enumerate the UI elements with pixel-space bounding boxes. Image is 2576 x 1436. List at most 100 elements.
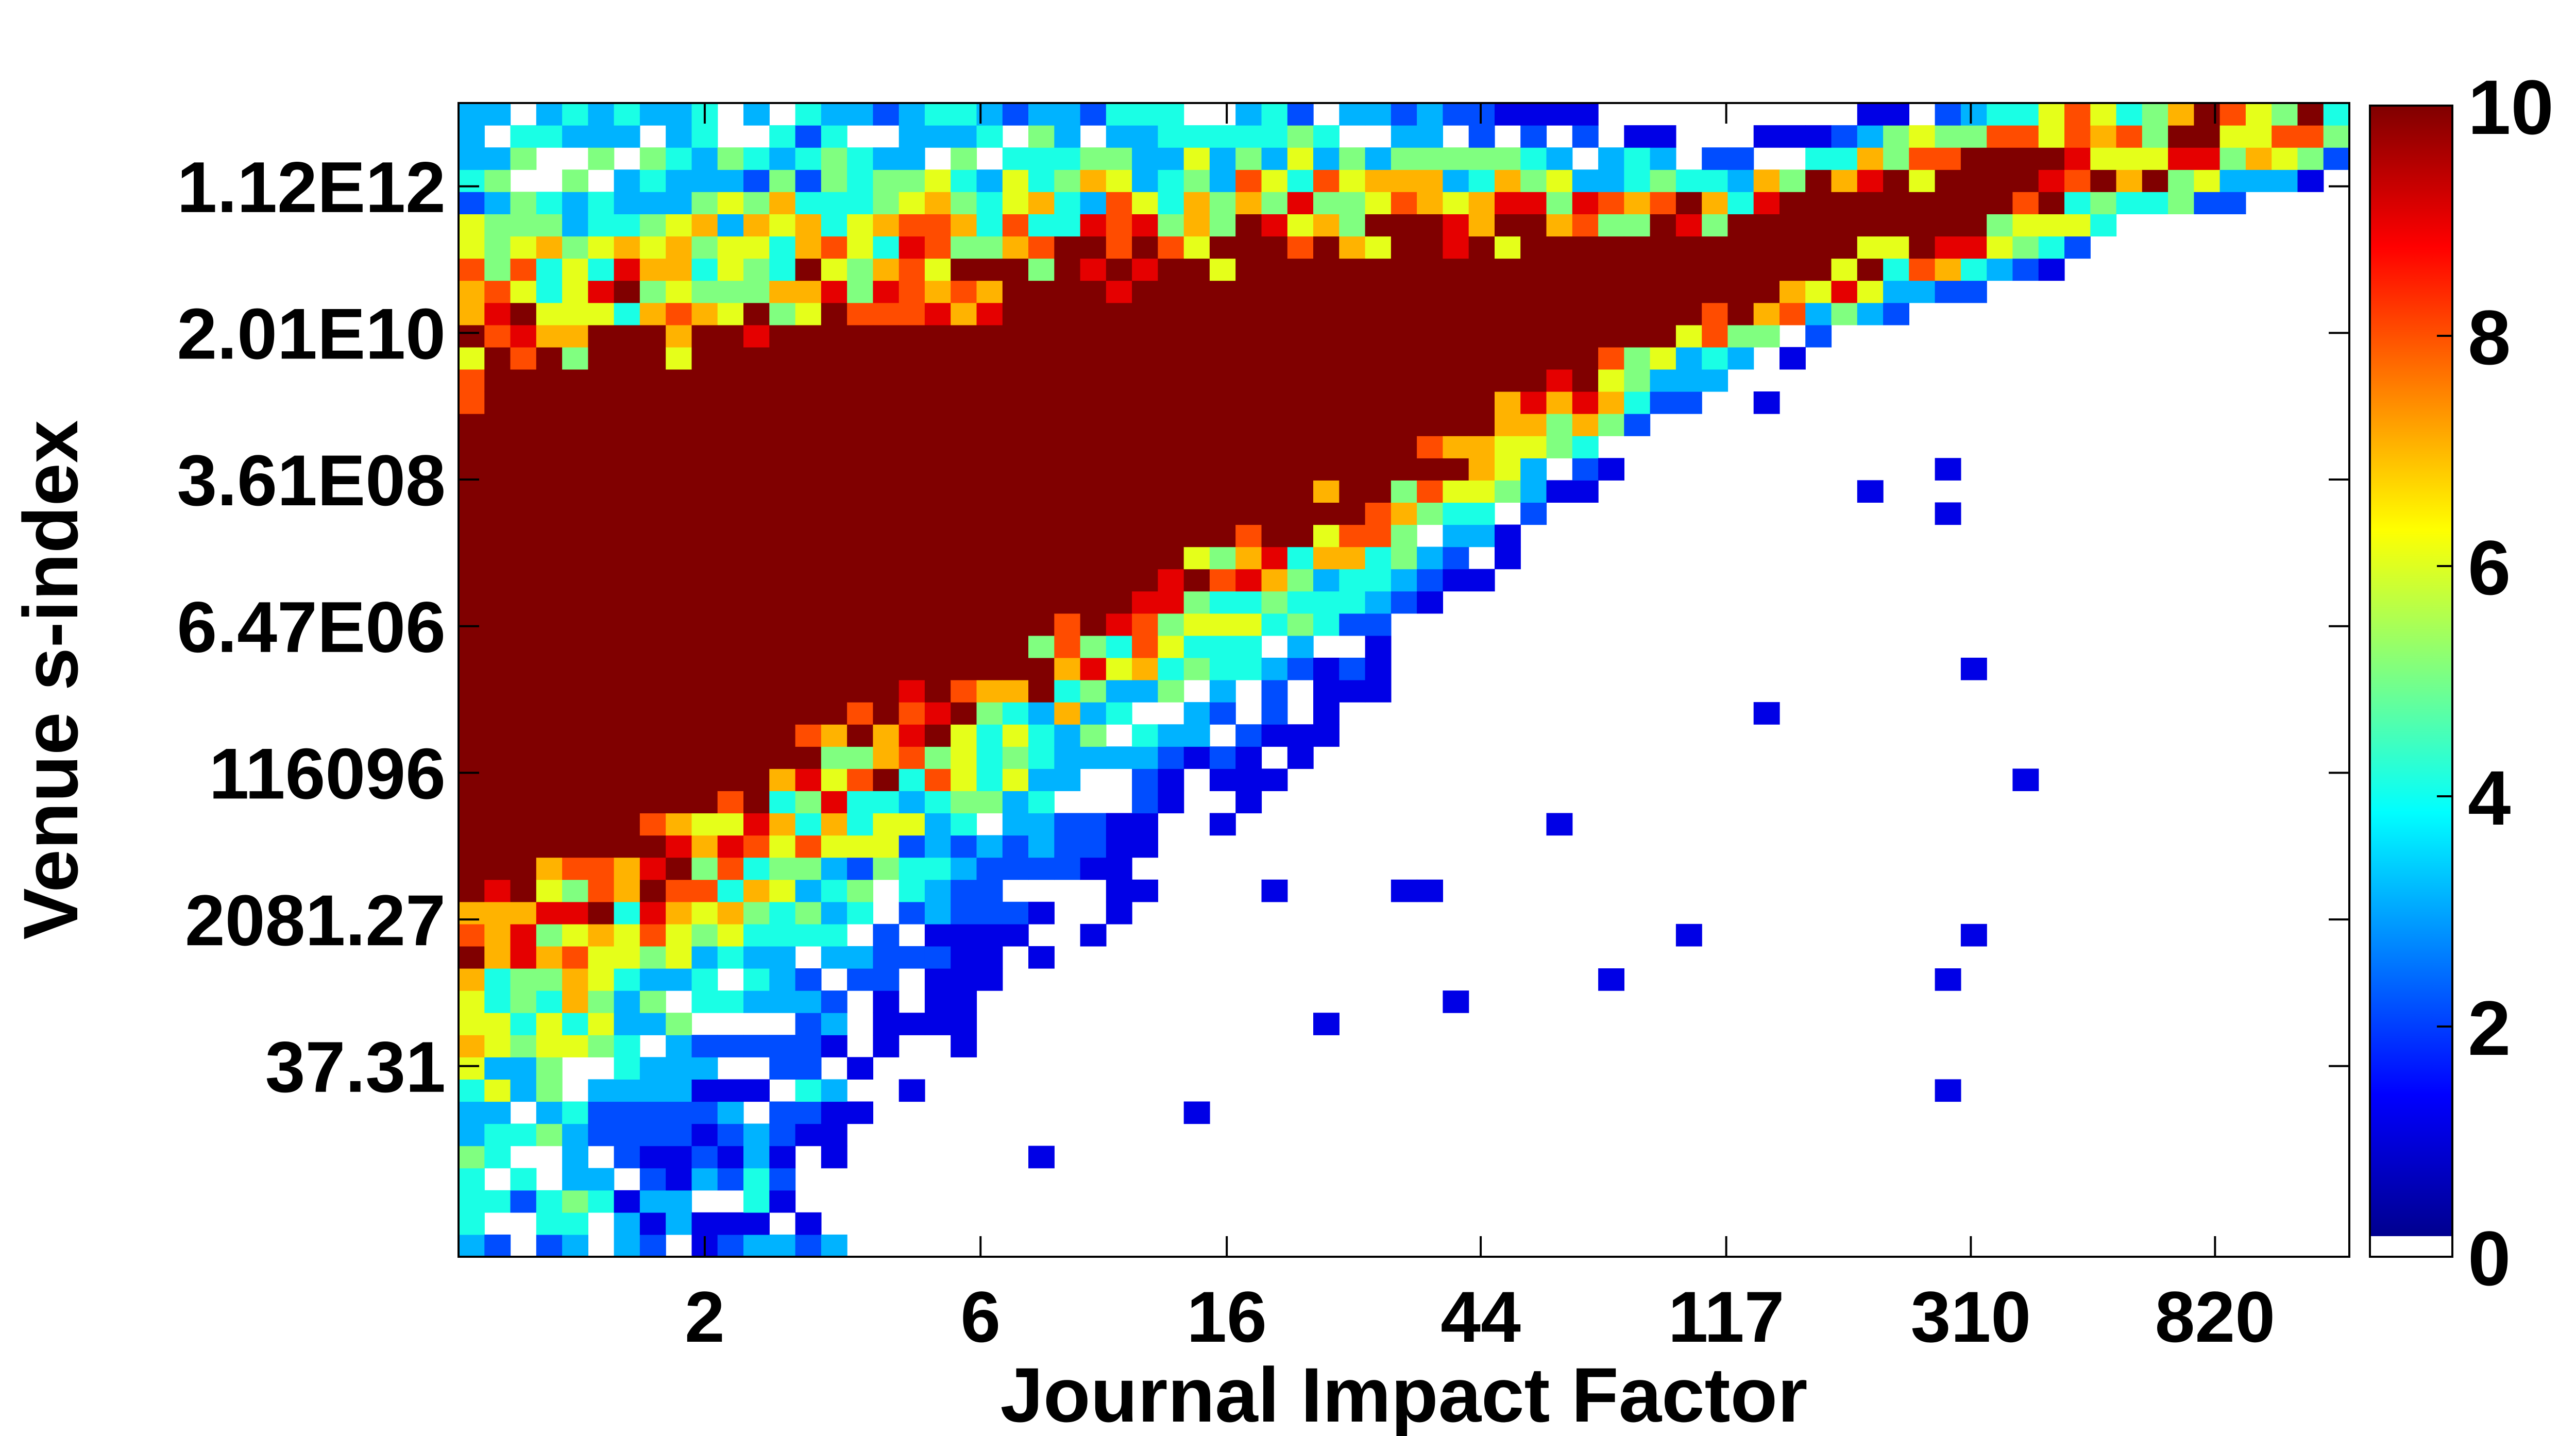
- heatmap-cell: [1727, 236, 1754, 259]
- heatmap-cell: [899, 768, 925, 791]
- heatmap-cell: [691, 524, 718, 548]
- heatmap-cell: [691, 302, 718, 326]
- heatmap-cell: [666, 924, 692, 947]
- heatmap-cell: [484, 569, 511, 592]
- heatmap-cell: [1339, 391, 1366, 414]
- heatmap-cell: [1080, 635, 1107, 658]
- heatmap-cell: [536, 125, 563, 148]
- heatmap-cell: [562, 436, 588, 458]
- heatmap-cell: [588, 480, 615, 503]
- heatmap-cell: [821, 813, 848, 836]
- heatmap-cell: [1624, 169, 1651, 192]
- heatmap-cell: [743, 458, 770, 481]
- heatmap-cell: [821, 280, 848, 303]
- heatmap-cell: [1106, 324, 1132, 348]
- heatmap-cell: [510, 591, 537, 614]
- heatmap-cell: [1443, 458, 1469, 481]
- heatmap-cell: [1158, 391, 1184, 414]
- heatmap-cell: [795, 591, 822, 614]
- heatmap-cell: [2142, 192, 2168, 214]
- heatmap-cell: [1132, 813, 1158, 836]
- heatmap-cell: [1339, 236, 1366, 259]
- heatmap-cell: [1235, 258, 1262, 281]
- heatmap-cell: [1080, 436, 1107, 458]
- heatmap-cell: [743, 1190, 770, 1213]
- heatmap-cell: [821, 236, 848, 259]
- heatmap-cell: [459, 546, 485, 570]
- heatmap-cell: [1365, 258, 1392, 281]
- colorbar-gradient: [2370, 106, 2452, 1236]
- heatmap-cell: [1158, 680, 1184, 703]
- heatmap-cell: [951, 192, 977, 214]
- heatmap-cell: [1209, 125, 1236, 148]
- heatmap-cell: [510, 414, 537, 436]
- heatmap-cell: [1391, 502, 1417, 525]
- heatmap-cell: [847, 502, 873, 525]
- heatmap-cell: [1235, 169, 1262, 192]
- heatmap-cell: [562, 1101, 588, 1124]
- heatmap-cell: [562, 280, 588, 303]
- heatmap-cell: [2090, 214, 2117, 237]
- heatmap-cell: [1080, 324, 1107, 348]
- heatmap-cell: [1443, 502, 1469, 525]
- colorbar-tick-label: 4: [2468, 755, 2511, 841]
- heatmap-cell: [795, 990, 822, 1013]
- heatmap-cell: [536, 791, 563, 814]
- heatmap-cell: [536, 724, 563, 747]
- heatmap-cell: [1235, 347, 1262, 370]
- heatmap-cell: [951, 125, 977, 148]
- heatmap-cell: [1054, 724, 1081, 747]
- heatmap-cell: [976, 324, 1003, 348]
- heatmap-cell: [743, 436, 770, 458]
- heatmap-cell: [1028, 324, 1055, 348]
- heatmap-cell: [769, 1168, 796, 1191]
- heatmap-cell: [717, 302, 744, 326]
- heatmap-cell: [691, 613, 718, 636]
- heatmap-cell: [1857, 147, 1884, 170]
- heatmap-cell: [1805, 147, 1832, 170]
- heatmap-cell: [2064, 192, 2091, 214]
- heatmap-cell: [1339, 524, 1366, 548]
- heatmap-cell: [951, 502, 977, 525]
- heatmap-cell: [951, 680, 977, 703]
- heatmap-cell: [1235, 302, 1262, 326]
- heatmap-cell: [1054, 458, 1081, 481]
- heatmap-cell: [1520, 414, 1547, 436]
- heatmap-cell: [588, 791, 615, 814]
- heatmap-cell: [743, 546, 770, 570]
- heatmap-cell: [873, 746, 900, 769]
- heatmap-cell: [1495, 391, 1521, 414]
- heatmap-cell: [1650, 169, 1676, 192]
- heatmap-cell: [899, 324, 925, 348]
- heatmap-cell: [614, 968, 640, 991]
- heatmap-cell: [639, 613, 666, 636]
- heatmap-cell: [899, 857, 925, 880]
- heatmap-cell: [847, 613, 873, 636]
- heatmap-cell: [873, 857, 900, 880]
- heatmap-cell: [562, 901, 588, 925]
- heatmap-cell: [1235, 480, 1262, 503]
- heatmap-cell: [1365, 369, 1392, 392]
- heatmap-cell: [1935, 169, 1961, 192]
- heatmap-cell: [1391, 391, 1417, 414]
- heatmap-cell: [717, 369, 744, 392]
- heatmap-cell: [588, 1035, 615, 1057]
- heatmap-cell: [1417, 591, 1443, 614]
- heatmap-cell: [1287, 724, 1314, 747]
- heatmap-cell: [639, 746, 666, 769]
- heatmap-cell: [1261, 169, 1288, 192]
- heatmap-cell: [639, 680, 666, 703]
- heatmap-cell: [2090, 147, 2117, 170]
- heatmap-cell: [717, 857, 744, 880]
- heatmap-cell: [691, 857, 718, 880]
- heatmap-cell: [1209, 369, 1236, 392]
- heatmap-cell: [639, 347, 666, 370]
- heatmap-cell: [459, 835, 485, 858]
- heatmap-cell: [2064, 236, 2091, 259]
- heatmap-cell: [717, 458, 744, 481]
- heatmap-cell: [484, 813, 511, 836]
- heatmap-cell: [536, 813, 563, 836]
- heatmap-cell: [459, 791, 485, 814]
- heatmap-cell: [2142, 147, 2168, 170]
- heatmap-cell: [899, 946, 925, 969]
